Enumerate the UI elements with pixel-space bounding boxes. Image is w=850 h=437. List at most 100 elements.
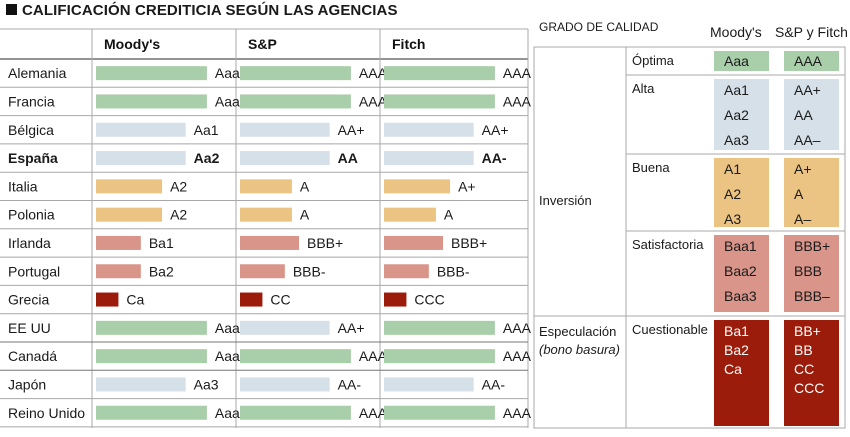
rating-label: Aa2 xyxy=(194,150,220,166)
legend-rating-moodys: Baa1 xyxy=(724,238,757,254)
legend-group-sub: (bono basura) xyxy=(539,342,620,357)
rating-bar xyxy=(384,122,474,137)
legend-box-sp xyxy=(784,235,839,312)
legend-box-moodys xyxy=(714,158,769,227)
rating-bar xyxy=(96,179,163,194)
rating-label: BBB+ xyxy=(451,235,487,251)
rating-bar xyxy=(384,377,474,392)
legend-header: GRADO DE CALIDAD xyxy=(539,20,659,34)
rating-label: BBB- xyxy=(293,263,326,279)
legend-box-sp xyxy=(784,320,839,426)
title-square-icon xyxy=(6,4,17,15)
legend-group-label: Especulación xyxy=(539,324,616,339)
rating-bar xyxy=(240,320,330,335)
rating-bar xyxy=(96,94,207,109)
rating-bar xyxy=(240,377,330,392)
legend-rating-sp: AA+ xyxy=(794,82,821,98)
legend-rating-moodys: Ba2 xyxy=(724,342,749,358)
legend-rating-moodys: Aa3 xyxy=(724,132,749,148)
rating-bar xyxy=(96,377,186,392)
rating-label: BBB+ xyxy=(307,235,343,251)
rating-bar xyxy=(240,405,351,420)
legend-rating-moodys: Ba1 xyxy=(724,323,749,339)
country-label: EE UU xyxy=(8,320,51,336)
rating-label: A+ xyxy=(458,178,476,194)
rating-label: AAA xyxy=(359,65,388,81)
rating-label: AAA xyxy=(359,93,388,109)
rating-label: Ba2 xyxy=(149,263,174,279)
legend-grade-name: Cuestionable xyxy=(632,322,708,337)
rating-label: AA xyxy=(338,150,358,166)
legend-grade-name: Alta xyxy=(632,81,655,96)
rating-bar xyxy=(96,405,207,420)
rating-label: AAA xyxy=(359,405,388,421)
rating-bar xyxy=(384,320,495,335)
rating-bar xyxy=(384,179,451,194)
legend-rating-sp: A xyxy=(794,186,804,202)
legend-grade-name: Óptima xyxy=(632,53,675,68)
rating-bar xyxy=(240,122,330,137)
rating-bar xyxy=(384,94,495,109)
rating-label: Aaa xyxy=(215,320,240,336)
rating-bar xyxy=(240,66,351,81)
rating-label: AAA xyxy=(503,348,532,364)
legend-rating-moodys: Baa2 xyxy=(724,263,757,279)
country-label: Grecia xyxy=(8,292,49,308)
rating-label: Ba1 xyxy=(149,235,174,251)
legend-rating-moodys: A1 xyxy=(724,161,741,177)
rating-label: A2 xyxy=(170,178,187,194)
rating-label: Aaa xyxy=(215,405,240,421)
rating-bar xyxy=(240,349,351,364)
rating-label: A xyxy=(300,178,310,194)
legend-group-label: Inversión xyxy=(539,193,592,208)
column-header: Fitch xyxy=(392,36,425,52)
rating-bar xyxy=(96,122,186,137)
rating-bar xyxy=(96,320,207,335)
rating-bar xyxy=(96,264,141,279)
rating-label: BBB- xyxy=(437,263,470,279)
legend-frame xyxy=(533,46,846,429)
rating-bar xyxy=(96,349,207,364)
legend-rating-sp: CCC xyxy=(794,380,824,396)
rating-label: Aaa xyxy=(215,348,240,364)
legend-rating-sp: AAA xyxy=(794,53,823,69)
rating-label: Aaa xyxy=(215,93,240,109)
rating-bar xyxy=(384,66,495,81)
legend-rating-moodys: A3 xyxy=(724,211,741,227)
rating-label: CC xyxy=(270,292,290,308)
legend-rating-sp: BBB– xyxy=(794,288,830,304)
legend-rating-sp: A+ xyxy=(794,161,812,177)
country-label: Irlanda xyxy=(8,235,51,251)
chart-title: CALIFICACIÓN CREDITICIA SEGÚN LAS AGENCI… xyxy=(6,2,398,19)
rating-label: AA+ xyxy=(338,320,365,336)
legend-agency-sp-fitch: S&P y Fitch xyxy=(775,24,848,40)
legend-rating-moodys: A2 xyxy=(724,186,741,202)
rating-label: AAA xyxy=(503,320,532,336)
country-label: Alemania xyxy=(8,65,67,81)
country-label: Italia xyxy=(8,178,38,194)
legend-box-sp xyxy=(784,51,839,71)
rating-label: CCC xyxy=(414,292,444,308)
rating-bar xyxy=(384,207,436,222)
rating-label: AA- xyxy=(338,376,362,392)
legend-rating-sp: A– xyxy=(794,211,811,227)
legend-box-moodys xyxy=(714,320,769,426)
rating-bar xyxy=(384,264,429,279)
rating-bar xyxy=(240,179,292,194)
chart-title-text: CALIFICACIÓN CREDITICIA SEGÚN LAS AGENCI… xyxy=(22,2,398,19)
rating-label: AA- xyxy=(482,376,506,392)
legend-box-moodys xyxy=(714,51,769,71)
rating-bar xyxy=(96,151,186,166)
legend-rating-sp: AA– xyxy=(794,132,821,148)
rating-label: A xyxy=(300,207,310,223)
country-label: España xyxy=(8,150,58,166)
rating-bar xyxy=(240,235,299,250)
rating-label: A2 xyxy=(170,207,187,223)
legend-grade-name: Satisfactoria xyxy=(632,237,704,252)
legend-rating-moodys: Aaa xyxy=(724,53,749,69)
legend-rating-sp: AA xyxy=(794,107,813,123)
legend-grade-name: Buena xyxy=(632,160,670,175)
rating-label: AA+ xyxy=(338,122,365,138)
rating-label: A xyxy=(444,207,454,223)
